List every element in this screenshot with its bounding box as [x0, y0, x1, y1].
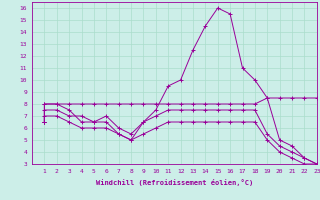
- X-axis label: Windchill (Refroidissement éolien,°C): Windchill (Refroidissement éolien,°C): [96, 179, 253, 186]
